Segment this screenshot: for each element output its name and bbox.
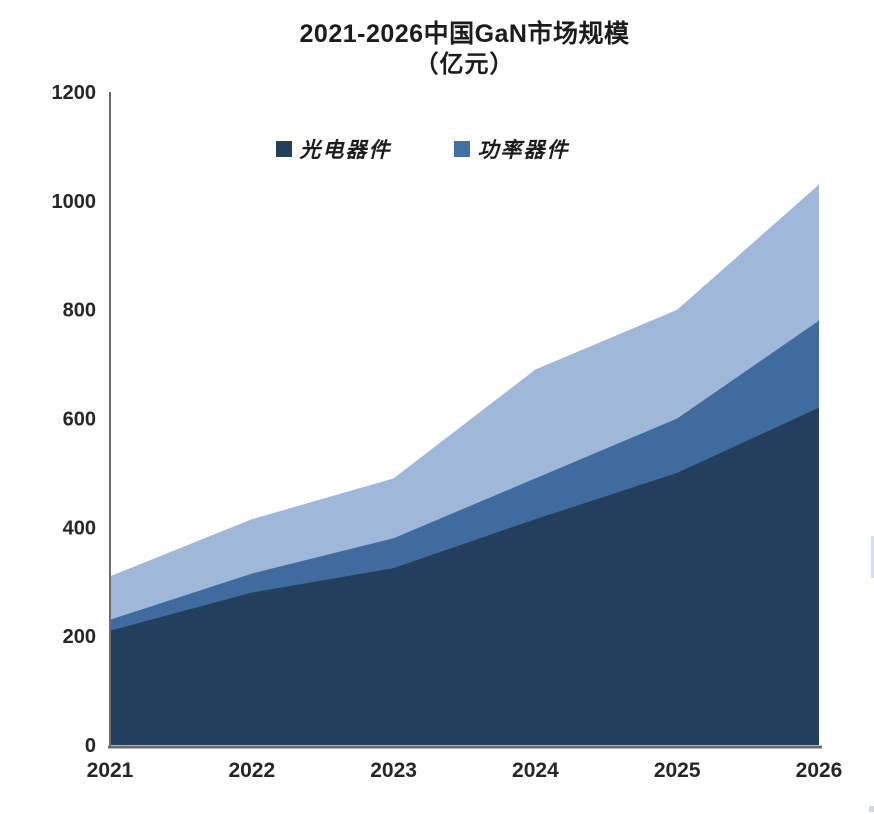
chart-subtitle: （亿元） — [414, 51, 515, 78]
chart-title: 2021-2026中国GaN市场规模 — [299, 20, 630, 48]
y-tick-label-1000: 1000 — [52, 191, 97, 213]
x-tick-label-2022: 2022 — [228, 759, 275, 782]
x-tick-label-2021: 2021 — [87, 759, 134, 782]
y-tick-label-0: 0 — [85, 735, 96, 757]
x-tick-label-2025: 2025 — [654, 759, 701, 782]
y-tick-label-600: 600 — [63, 409, 96, 431]
y-tick-label-1200: 1200 — [52, 82, 97, 104]
legend-item-power-devices: 功率器件 — [453, 134, 570, 164]
chart-legend: 光电器件 功率器件 — [68, 134, 777, 164]
y-tick-label-200: 200 — [63, 626, 96, 648]
x-tick-label-2024: 2024 — [512, 759, 559, 782]
legend-label-power-devices: 功率器件 — [477, 138, 570, 162]
area-series-0-光电器件 — [110, 407, 819, 745]
corner-dot-artifact — [869, 806, 874, 812]
x-tick-label-2026: 2026 — [796, 759, 843, 782]
chart-title-block: 2021-2026中国GaN市场规模 （亿元） — [110, 18, 819, 81]
legend-swatch-power-devices-icon — [453, 141, 470, 157]
legend-swatch-optoelectronics-icon — [275, 141, 292, 157]
legend-label-optoelectronics: 光电器件 — [299, 138, 392, 162]
x-tick-label-2023: 2023 — [370, 759, 417, 782]
right-edge-artifact — [871, 536, 874, 578]
legend-item-optoelectronics: 光电器件 — [275, 134, 392, 164]
y-tick-label-400: 400 — [63, 517, 96, 539]
y-tick-label-800: 800 — [63, 300, 96, 322]
